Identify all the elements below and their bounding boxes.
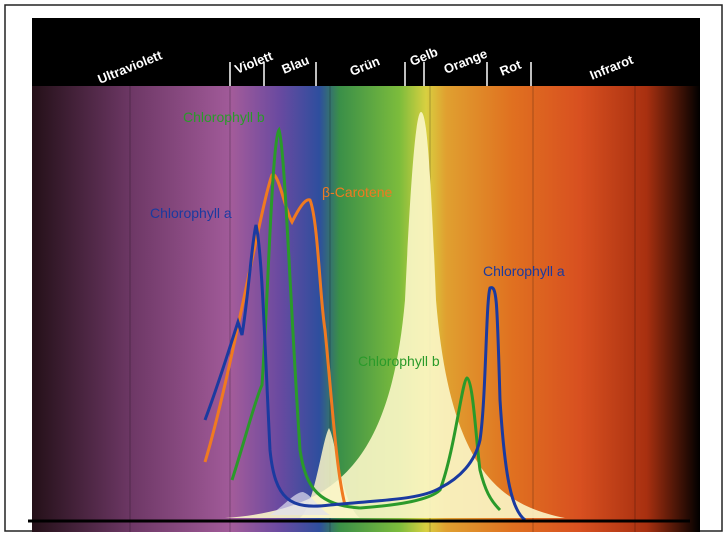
curve-label: Chlorophyll b (358, 353, 440, 369)
curve-label: Chlorophyll a (483, 263, 565, 279)
curve-label: Chlorophyll b (183, 109, 265, 125)
curve-label: β-Carotene (322, 184, 393, 200)
diagram: Ultraviolett Violett Blau Grün Gelb Oran… (0, 0, 727, 536)
curve-label: Chlorophyll a (150, 205, 232, 221)
